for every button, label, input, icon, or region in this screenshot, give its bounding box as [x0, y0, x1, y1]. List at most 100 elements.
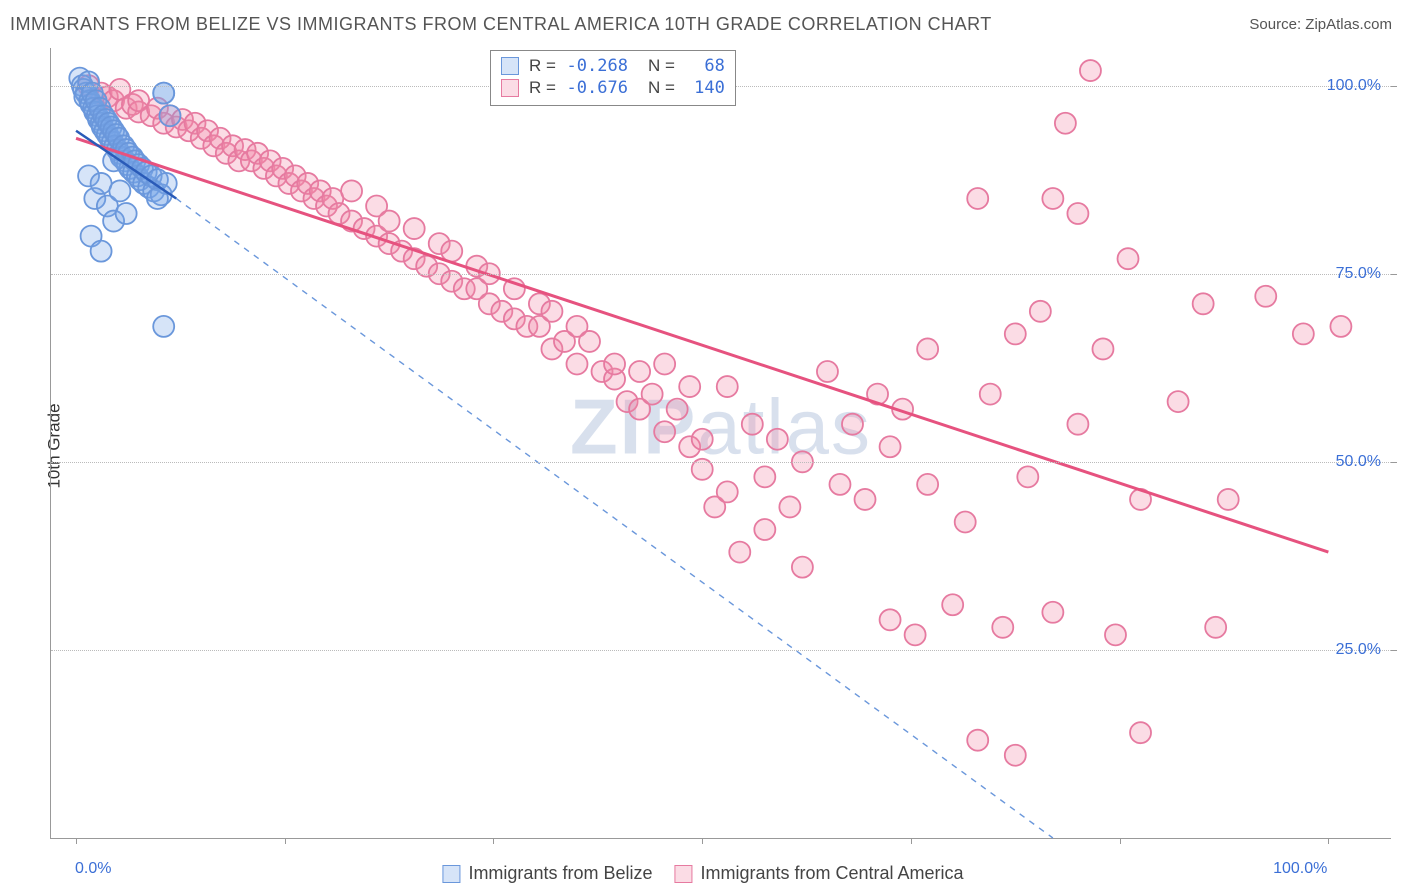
scatter-point: [1105, 624, 1126, 645]
scatter-point: [1067, 414, 1088, 435]
scatter-point: [379, 211, 400, 232]
y-tick-mark: [1391, 274, 1397, 275]
source-name: ZipAtlas.com: [1305, 16, 1392, 33]
legend-r-value: -0.676: [566, 77, 628, 99]
legend-label: Immigrants from Central America: [700, 863, 963, 884]
legend-swatch: [501, 57, 519, 75]
legend-r-value: -0.268: [566, 55, 628, 77]
trend-line-extension: [176, 198, 1053, 838]
scatter-point: [679, 376, 700, 397]
scatter-point: [905, 624, 926, 645]
scatter-point: [1067, 203, 1088, 224]
y-tick-mark: [1391, 462, 1397, 463]
scatter-point: [642, 384, 663, 405]
legend-r-label: R =: [529, 55, 556, 77]
scatter-point: [992, 617, 1013, 638]
source-prefix: Source:: [1249, 16, 1305, 33]
scatter-point: [742, 414, 763, 435]
y-tick-label: 50.0%: [1336, 453, 1381, 471]
scatter-point: [1030, 301, 1051, 322]
scatter-point: [1193, 293, 1214, 314]
grid-line: [51, 274, 1391, 275]
scatter-point: [1092, 338, 1113, 359]
series-legend: Immigrants from Belize Immigrants from Ce…: [442, 863, 963, 884]
scatter-point: [1218, 489, 1239, 510]
scatter-point: [967, 188, 988, 209]
scatter-point: [1017, 466, 1038, 487]
scatter-point: [404, 218, 425, 239]
scatter-point: [1255, 286, 1276, 307]
scatter-point: [1130, 722, 1151, 743]
scatter-point: [159, 105, 180, 126]
scatter-point: [667, 399, 688, 420]
grid-line: [51, 462, 1391, 463]
scatter-point: [541, 301, 562, 322]
legend-swatch: [501, 79, 519, 97]
plot-area: ZIPatlas 25.0%50.0%75.0%100.0%: [50, 48, 1391, 839]
x-tick-mark: [911, 838, 912, 844]
scatter-point: [767, 429, 788, 450]
legend-row: R = -0.268 N = 68: [501, 55, 725, 77]
scatter-point: [817, 361, 838, 382]
scatter-point: [654, 421, 675, 442]
grid-line: [51, 650, 1391, 651]
scatter-point: [942, 594, 963, 615]
scatter-point: [629, 361, 650, 382]
legend-label: Immigrants from Belize: [468, 863, 652, 884]
x-tick-mark: [285, 838, 286, 844]
scatter-point: [692, 429, 713, 450]
scatter-point: [917, 474, 938, 495]
scatter-point: [754, 466, 775, 487]
x-tick-mark: [1328, 838, 1329, 844]
scatter-point: [1205, 617, 1226, 638]
scatter-point: [604, 354, 625, 375]
scatter-point: [91, 173, 112, 194]
y-tick-mark: [1391, 86, 1397, 87]
scatter-point: [779, 496, 800, 517]
scatter-point: [980, 384, 1001, 405]
legend-n-value: 140: [685, 77, 725, 99]
x-tick-label: 100.0%: [1273, 860, 1327, 878]
scatter-svg: [51, 48, 1391, 838]
scatter-point: [955, 512, 976, 533]
x-tick-mark: [702, 838, 703, 844]
scatter-point: [109, 180, 130, 201]
scatter-point: [579, 331, 600, 352]
legend-n-value: 68: [685, 55, 725, 77]
scatter-point: [341, 180, 362, 201]
scatter-point: [917, 338, 938, 359]
scatter-point: [1330, 316, 1351, 337]
scatter-point: [855, 489, 876, 510]
y-tick-label: 100.0%: [1327, 77, 1381, 95]
scatter-point: [1042, 188, 1063, 209]
legend-item: Immigrants from Central America: [674, 863, 963, 884]
scatter-point: [792, 557, 813, 578]
scatter-point: [842, 414, 863, 435]
legend-swatch: [442, 865, 460, 883]
scatter-point: [1168, 391, 1189, 412]
scatter-point: [654, 354, 675, 375]
scatter-point: [729, 542, 750, 563]
x-tick-mark: [1120, 838, 1121, 844]
x-tick-mark: [76, 838, 77, 844]
y-tick-mark: [1391, 650, 1397, 651]
scatter-point: [1042, 602, 1063, 623]
legend-n-label: N =: [648, 55, 675, 77]
legend-n-label: N =: [648, 77, 675, 99]
scatter-point: [880, 436, 901, 457]
x-tick-mark: [493, 838, 494, 844]
scatter-point: [1293, 323, 1314, 344]
scatter-point: [116, 203, 137, 224]
scatter-point: [1005, 745, 1026, 766]
x-tick-label: 0.0%: [75, 860, 111, 878]
scatter-point: [1080, 60, 1101, 81]
y-tick-label: 75.0%: [1336, 265, 1381, 283]
chart-container: IMMIGRANTS FROM BELIZE VS IMMIGRANTS FRO…: [0, 0, 1406, 892]
trend-line: [76, 138, 1328, 552]
scatter-point: [1118, 248, 1139, 269]
legend-item: Immigrants from Belize: [442, 863, 652, 884]
scatter-point: [1005, 323, 1026, 344]
scatter-point: [967, 730, 988, 751]
scatter-point: [829, 474, 850, 495]
scatter-point: [1055, 113, 1076, 134]
